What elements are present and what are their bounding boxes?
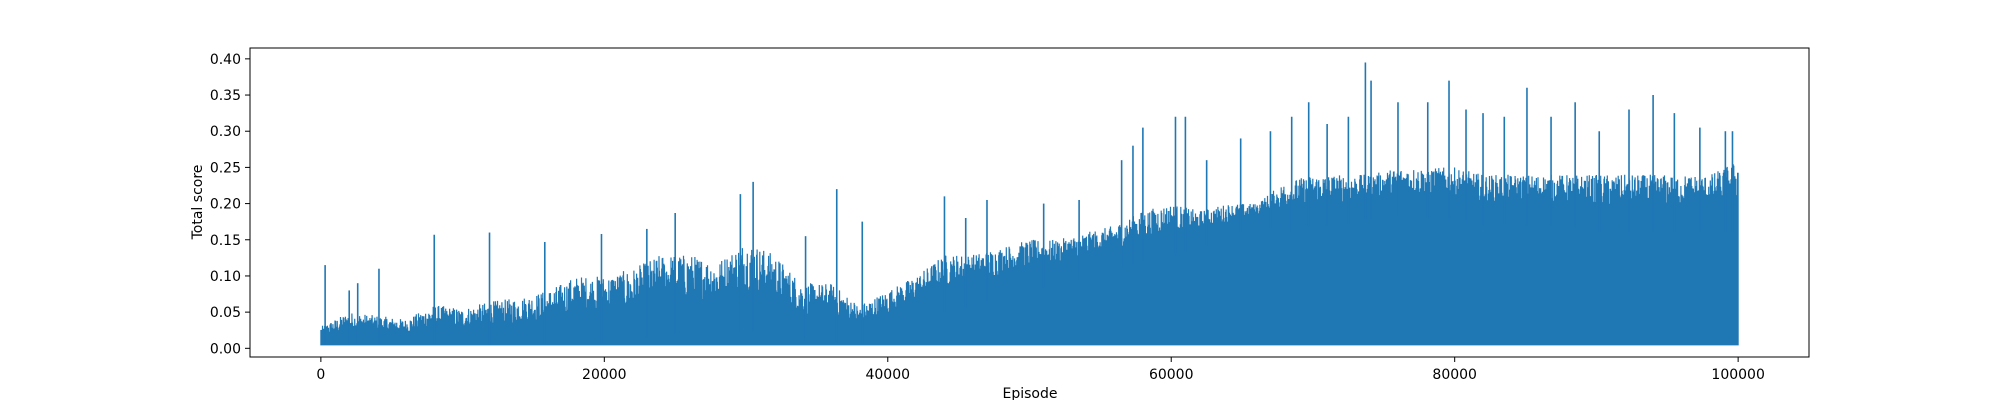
- x-axis: 0 20000 40000 60000 80000 100000: [316, 357, 1765, 383]
- x-tick-label: 40000: [865, 367, 910, 383]
- y-tick-label: 0.35: [210, 88, 241, 104]
- y-tick-label: 0.15: [210, 233, 241, 249]
- x-tick-label: 60000: [1149, 367, 1194, 383]
- y-tick-label: 0.10: [210, 269, 241, 285]
- y-tick-label: 0.30: [210, 124, 241, 140]
- y-tick-label: 0.05: [210, 305, 241, 321]
- series-line: [320, 164, 1739, 346]
- plot-area: [320, 62, 1739, 346]
- y-tick-label: 0.20: [210, 197, 241, 213]
- y-axis: 0.00 0.05 0.10 0.15 0.20 0.25 0.30 0.35 0.40: [210, 52, 250, 357]
- x-tick-label: 100000: [1711, 367, 1764, 383]
- y-tick-label: 0.40: [210, 52, 241, 68]
- x-tick-label: 20000: [582, 367, 627, 383]
- y-axis-label: Total score: [190, 165, 206, 241]
- axes-frame: [249, 47, 1810, 358]
- x-axis-label: Episode: [1003, 386, 1058, 400]
- x-tick-label: 0: [316, 367, 325, 383]
- x-tick-label: 80000: [1432, 367, 1477, 383]
- y-tick-label: 0.25: [210, 160, 241, 176]
- y-tick-label: 0.00: [210, 341, 241, 357]
